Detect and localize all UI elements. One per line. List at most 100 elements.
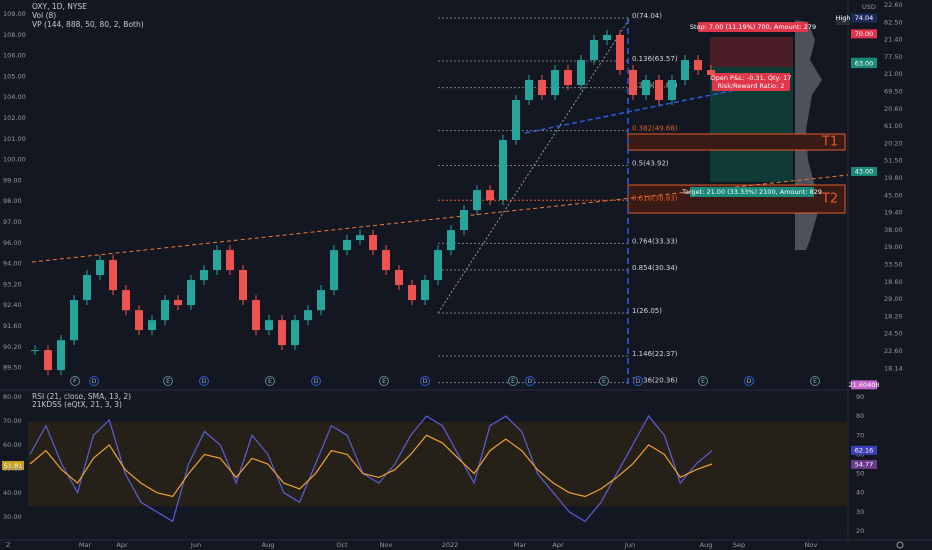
right-axis-label: 82.50 [884, 18, 903, 26]
candle [44, 350, 52, 371]
candle [694, 60, 702, 70]
candle [343, 240, 351, 251]
left-axis-label: 90.20 [3, 343, 22, 351]
event-marker [508, 376, 518, 386]
event-marker [265, 376, 275, 386]
rsi-left-tick: 50.00 [3, 465, 22, 473]
price-badge: 70.00 [855, 30, 874, 38]
right-axis-label: 19.80 [884, 174, 903, 182]
rsi-right-tick: 70 [856, 431, 864, 439]
rsi-badge-bg [851, 445, 877, 455]
price-badge-bg [851, 29, 877, 39]
right-axis-label: 21.00 [884, 70, 903, 78]
left-axis-label: 105.00 [3, 72, 26, 80]
high-tag: High [836, 14, 851, 22]
event-label: E [268, 377, 272, 385]
event-marker [70, 376, 80, 386]
candle [681, 60, 689, 81]
price-badge-bg [851, 13, 877, 23]
candle [512, 100, 520, 141]
rsi-right-tick: 50 [856, 470, 864, 478]
event-label: E [813, 377, 817, 385]
fib-label: 0.854(30.34) [632, 264, 678, 272]
time-label: Nov [380, 541, 393, 549]
left-axis-label: 100.00 [3, 156, 26, 164]
event-label: E [166, 377, 170, 385]
right-axis-label: 29.00 [884, 295, 903, 303]
event-marker [199, 376, 209, 386]
event-marker [163, 376, 173, 386]
candle [187, 280, 195, 306]
event-label: E [382, 377, 386, 385]
left-axis-label: 96.00 [3, 239, 22, 247]
candle [408, 285, 416, 301]
candle [473, 190, 481, 211]
event-marker [744, 376, 754, 386]
candle [226, 250, 234, 271]
event-marker [810, 376, 820, 386]
candle [291, 320, 299, 346]
right-axis-label: 45.00 [884, 191, 903, 199]
event-marker [420, 376, 430, 386]
pnl-label: Open P&L: -0.31, Qty: 17 [711, 74, 792, 82]
left-axis-label: 101.00 [3, 135, 26, 143]
rsi-badge: 54.77 [855, 460, 874, 468]
right-axis-label: 38.00 [884, 226, 903, 234]
event-label: D [201, 377, 206, 385]
time-label: Nov [805, 541, 818, 549]
fib-label: 1.236(20.36) [632, 377, 678, 385]
candle [278, 320, 286, 346]
time-label: Sep [733, 541, 745, 549]
right-axis-label: 51.50 [884, 157, 903, 165]
candle [122, 290, 130, 311]
candle [213, 250, 221, 271]
candle [356, 235, 364, 241]
fib-label: 0.136(63.57) [632, 55, 678, 63]
price-badge: 74.04 [855, 14, 874, 22]
candle [57, 340, 65, 371]
candle [447, 230, 455, 251]
z-icon: Z [6, 541, 11, 549]
left-axis-label: 93.20 [3, 280, 22, 288]
rsi-title: RSI (21, close, SMA, 13, 2) [32, 392, 131, 401]
fib-label: 0.764(33.33) [632, 237, 678, 245]
event-label: E [511, 377, 515, 385]
settings-icon[interactable] [896, 541, 904, 549]
candle [564, 69, 572, 86]
candle [200, 270, 208, 281]
event-marker [633, 376, 643, 386]
rsi-left-tick: 30.00 [3, 513, 22, 521]
left-axis-label: 109.00 [3, 10, 26, 18]
candle [83, 275, 91, 301]
rsi-line [29, 434, 713, 498]
time-label: Apr [552, 541, 564, 549]
event-marker [89, 376, 99, 386]
pnl-tag [712, 73, 790, 91]
fib-label: 1.146(22.37) [632, 350, 678, 358]
event-label: D [422, 377, 427, 385]
candle [265, 320, 273, 331]
right-axis-label: 24.50 [884, 330, 903, 338]
event-label: D [313, 377, 318, 385]
time-label: Oct [336, 541, 348, 549]
rsi-line [29, 415, 713, 523]
ratio-label: Risk/Reward Ratio: 2 [717, 82, 784, 90]
rsi-left-tick: 80.00 [3, 393, 22, 401]
candle [707, 69, 715, 75]
left-axis-label: 89.50 [3, 364, 22, 372]
candle [317, 290, 325, 311]
right-axis-label: 61.00 [884, 122, 903, 130]
time-label: Apr [116, 541, 128, 549]
currency: USD [862, 3, 876, 11]
candle [148, 320, 156, 331]
right-axis-label: 19.00 [884, 243, 903, 251]
price-badge: 21.60408 [848, 381, 879, 389]
rsi-right-tick: 80 [856, 412, 864, 420]
rsi-right-tick: 90 [856, 393, 864, 401]
candle [395, 270, 403, 286]
fib-label: 0.236(57.87) [632, 82, 678, 90]
right-axis-label: 20.60 [884, 105, 903, 113]
right-axis-label: 20.20 [884, 139, 903, 147]
candle [161, 300, 169, 321]
